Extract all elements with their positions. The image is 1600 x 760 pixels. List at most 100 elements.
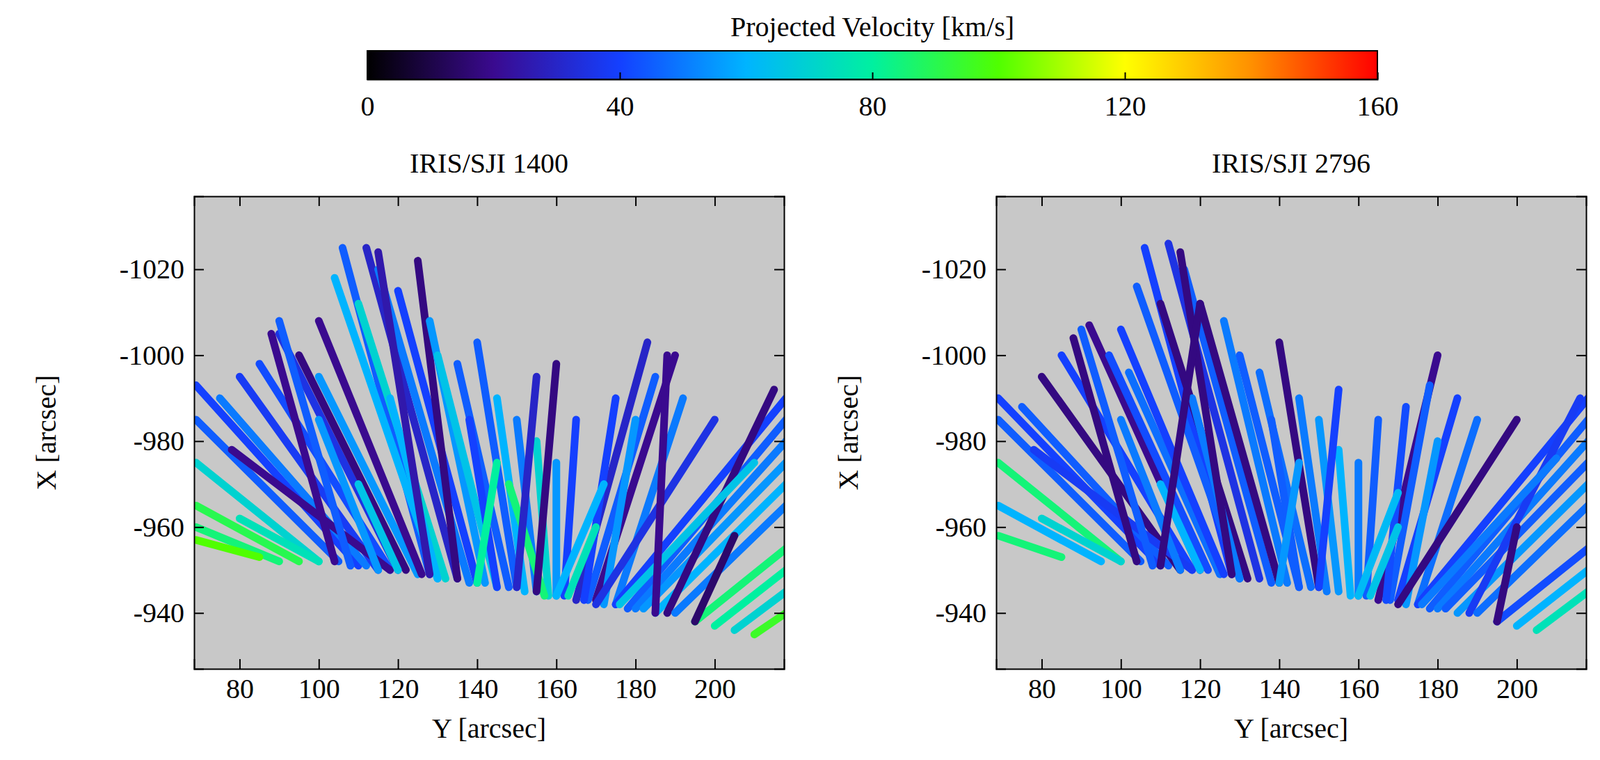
tick <box>1576 354 1587 356</box>
x-axis: 80100120140160180200 <box>194 658 785 704</box>
tick-label: 80 <box>1028 672 1056 704</box>
fibril <box>477 462 497 583</box>
tick: -1000 <box>119 339 204 371</box>
tick-mark <box>996 612 1006 614</box>
colorbar-tick-mark <box>367 72 369 80</box>
fibril <box>1370 526 1399 596</box>
tick <box>774 526 784 528</box>
fibril <box>694 535 735 622</box>
tick-mark <box>996 354 1006 357</box>
tick <box>1576 441 1587 442</box>
tick-mark <box>1357 196 1360 206</box>
axis-line <box>774 196 785 670</box>
tick-label: 100 <box>1100 672 1143 704</box>
tick: -980 <box>133 425 204 457</box>
fibril <box>568 526 597 596</box>
tick-mark <box>1120 196 1123 206</box>
axis-line <box>996 196 1587 207</box>
tick-mark <box>194 612 204 614</box>
tick-label: 160 <box>1337 672 1380 704</box>
tick-label: 120 <box>1179 672 1222 704</box>
tick: 180 <box>614 658 657 704</box>
tick-mark <box>1576 268 1587 270</box>
tick <box>556 196 558 206</box>
tick-label: -940 <box>935 596 987 629</box>
tick-label: 160 <box>535 672 578 704</box>
tick-mark <box>239 196 241 206</box>
tick-mark <box>635 658 637 669</box>
tick-mark <box>1041 658 1043 669</box>
colorbar-tick: 120 <box>1104 72 1147 122</box>
tick <box>397 196 399 206</box>
x-axis-title: Y [arcsec] <box>1234 712 1349 744</box>
fibril <box>998 505 1102 561</box>
y-axis-right <box>1576 196 1587 670</box>
tick: 120 <box>377 658 420 704</box>
tick-label: -980 <box>133 425 185 457</box>
fibril <box>196 505 300 561</box>
x-axis-top <box>194 196 785 206</box>
tick-label: -1000 <box>119 339 185 371</box>
fibril <box>1318 389 1339 588</box>
tick: 100 <box>298 658 341 704</box>
fibrils <box>998 243 1587 631</box>
tick <box>1576 612 1587 614</box>
fibril <box>1279 342 1319 588</box>
tick <box>1358 196 1360 206</box>
colorbar-tick-label: 160 <box>1357 90 1399 122</box>
tick: 140 <box>456 658 499 704</box>
tick: 140 <box>1258 658 1301 704</box>
colorbar-tick: 160 <box>1357 72 1399 122</box>
colorbar-tick-label: 120 <box>1104 90 1147 122</box>
tick-label: -1020 <box>921 253 987 285</box>
fibril <box>1398 419 1518 604</box>
colorbar-title: Projected Velocity [km/s] <box>730 11 1015 43</box>
tick-label: 200 <box>694 672 736 704</box>
tick-mark <box>1516 658 1518 669</box>
tick-label: 180 <box>614 672 657 704</box>
tick-mark <box>397 658 400 669</box>
tick: 160 <box>535 658 578 704</box>
tick: 180 <box>1417 658 1459 704</box>
tick <box>1041 196 1043 206</box>
tick-mark <box>774 268 784 270</box>
tick-mark <box>996 526 1006 528</box>
tick: 80 <box>1028 658 1056 704</box>
tick-mark <box>774 526 784 528</box>
colorbar-tick-mark <box>1377 72 1379 80</box>
tick-mark <box>714 658 716 669</box>
axis-line <box>194 196 785 207</box>
x-axis: 80 100 120 140 160 180 200 <box>996 658 1587 704</box>
colorbar-tick: 0 <box>361 72 375 122</box>
tick-label: -1020 <box>119 253 185 285</box>
fibril <box>1358 492 1399 596</box>
fibril <box>469 419 498 588</box>
tick-mark <box>1278 196 1280 206</box>
tick-mark <box>194 440 204 442</box>
fibril <box>358 484 398 570</box>
tick-mark <box>1041 196 1043 206</box>
tick <box>774 354 784 356</box>
tick-label: -1000 <box>921 339 987 371</box>
tick: 160 <box>1337 658 1380 704</box>
tick-label: 100 <box>298 672 341 704</box>
tick <box>1437 196 1439 206</box>
x-axis-top <box>996 196 1587 206</box>
tick <box>714 196 716 206</box>
tick-mark <box>194 268 204 270</box>
tick: 100 <box>1100 658 1143 704</box>
fibril <box>998 535 1062 558</box>
fibril <box>1338 449 1351 596</box>
fibril <box>655 354 668 613</box>
panel: 80100120140160180200-1020-1000-980-960-9… <box>832 147 1589 744</box>
tick: 200 <box>1496 658 1539 704</box>
fibrils <box>196 247 784 635</box>
colorbar-tick: 40 <box>606 72 635 122</box>
tick <box>1120 196 1122 206</box>
tick: -940 <box>935 596 1006 629</box>
tick-mark <box>1516 196 1518 206</box>
panel-title: IRIS/SJI 2796 <box>1211 147 1371 179</box>
fibril <box>477 342 517 588</box>
y-axis-right <box>774 196 785 670</box>
tick-mark <box>1200 196 1202 206</box>
